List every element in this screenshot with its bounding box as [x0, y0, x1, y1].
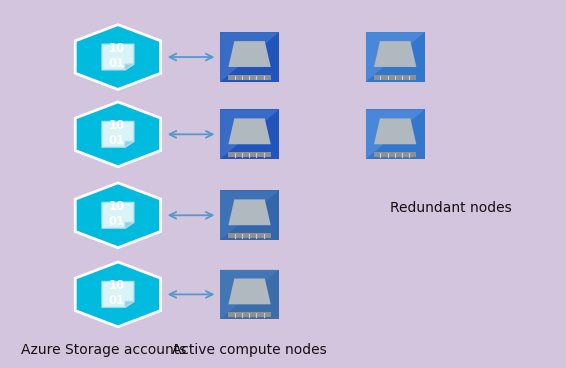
Polygon shape	[229, 41, 271, 67]
FancyBboxPatch shape	[229, 233, 271, 238]
Polygon shape	[220, 110, 279, 159]
Polygon shape	[229, 279, 271, 304]
Polygon shape	[102, 121, 134, 147]
Polygon shape	[220, 191, 279, 240]
FancyBboxPatch shape	[220, 269, 279, 319]
Polygon shape	[125, 141, 134, 147]
Polygon shape	[102, 282, 134, 307]
Polygon shape	[229, 199, 271, 225]
FancyBboxPatch shape	[366, 32, 424, 82]
Polygon shape	[75, 262, 161, 327]
Text: 10
01: 10 01	[108, 42, 125, 70]
Polygon shape	[102, 202, 134, 228]
Polygon shape	[125, 222, 134, 228]
Polygon shape	[75, 25, 161, 89]
Polygon shape	[220, 32, 279, 82]
FancyBboxPatch shape	[229, 312, 271, 317]
Text: Redundant nodes: Redundant nodes	[391, 201, 512, 215]
Polygon shape	[220, 269, 279, 319]
Text: Azure Storage accounts: Azure Storage accounts	[22, 343, 187, 357]
Polygon shape	[102, 44, 134, 70]
Polygon shape	[125, 64, 134, 70]
FancyBboxPatch shape	[229, 152, 271, 157]
Text: 10
01: 10 01	[108, 200, 125, 228]
Polygon shape	[229, 118, 271, 144]
Text: 10
01: 10 01	[108, 279, 125, 307]
Polygon shape	[374, 41, 417, 67]
FancyBboxPatch shape	[374, 152, 417, 157]
FancyBboxPatch shape	[220, 191, 279, 240]
FancyBboxPatch shape	[220, 32, 279, 82]
Polygon shape	[75, 102, 161, 167]
Polygon shape	[366, 32, 424, 82]
Polygon shape	[75, 183, 161, 248]
Polygon shape	[366, 110, 424, 159]
Text: 10
01: 10 01	[108, 119, 125, 147]
Text: Active compute nodes: Active compute nodes	[172, 343, 327, 357]
Polygon shape	[125, 301, 134, 307]
FancyBboxPatch shape	[220, 110, 279, 159]
FancyBboxPatch shape	[366, 110, 424, 159]
FancyBboxPatch shape	[374, 75, 417, 80]
FancyBboxPatch shape	[229, 75, 271, 80]
Polygon shape	[374, 118, 417, 144]
